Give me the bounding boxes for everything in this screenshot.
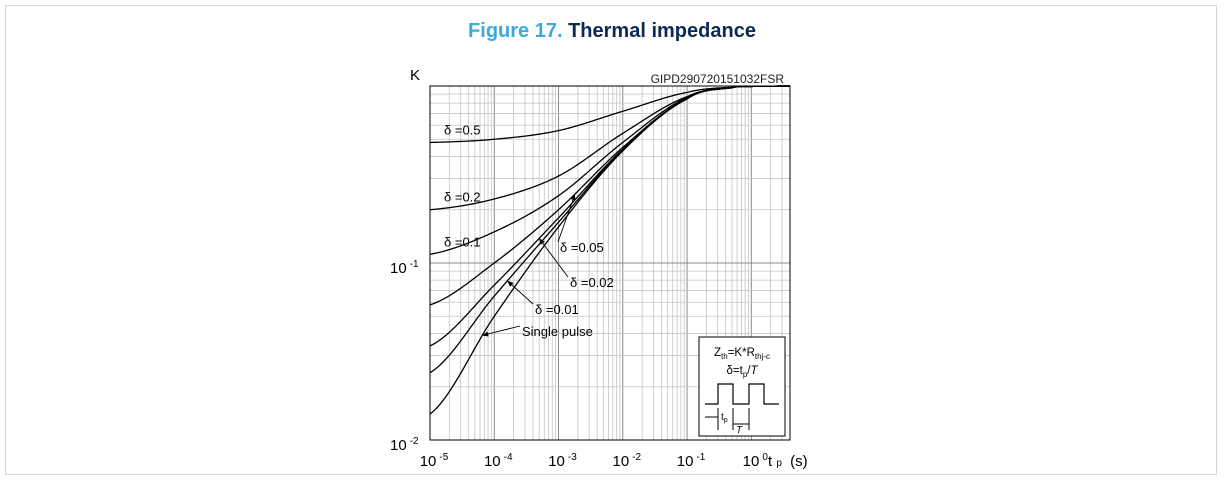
x-axis-label-sub: p	[776, 458, 782, 469]
pointer-arrowhead	[482, 331, 489, 337]
pointer-line	[482, 325, 521, 336]
y-tick-label: 10 -1	[390, 259, 419, 277]
x-axis-label-main: t	[768, 453, 773, 470]
series-label: δ =0.01	[535, 302, 579, 317]
x-tick-label: 10 -5	[420, 452, 449, 470]
grid-layer	[430, 86, 790, 440]
x-tick-label: 10 -3	[548, 452, 577, 470]
x-axis-label: t p (s)	[768, 453, 808, 470]
series-label: δ =0.1	[444, 234, 481, 249]
series-layer	[429, 85, 791, 415]
inset-duty-formula: δ=tp/T	[727, 365, 759, 379]
pointer-arrowhead	[539, 238, 545, 245]
figure-name: Thermal impedance	[568, 20, 756, 42]
plot-frame	[429, 85, 791, 441]
series-label: Single pulse	[522, 324, 593, 339]
inset-frame	[698, 336, 786, 437]
pointer-line	[557, 193, 576, 243]
x-tick-label: 10 0	[743, 452, 769, 470]
y-tick-label: 10 -2	[390, 436, 419, 454]
figure-number: Figure 17.	[468, 20, 563, 42]
pointer-line	[538, 238, 569, 278]
chart-code: GIPD290720151032FSR	[651, 72, 785, 86]
series-label: δ =0.2	[444, 190, 481, 205]
series-label: δ =0.02	[570, 275, 614, 290]
inset-box: Zth=K*Rthj-c δ=tp/T tp T	[698, 336, 786, 437]
x-tick-label: 10 -1	[677, 452, 706, 470]
series-line-6	[429, 85, 791, 415]
inset-tp-label: tp	[721, 412, 728, 424]
pointer-arrowhead	[507, 280, 514, 287]
x-tick-label: 10 -4	[484, 452, 513, 470]
figure-title: Figure 17. Thermal impedance	[0, 20, 1224, 43]
inset-pulse-train	[705, 383, 779, 405]
x-axis-label-unit: (s)	[790, 453, 808, 470]
series-label: δ =0.05	[560, 240, 604, 255]
pointer-arrowhead	[570, 194, 576, 201]
inset-period-label: T	[736, 425, 743, 436]
y-axis-label: K	[410, 67, 420, 84]
x-tick-label: 10 -2	[612, 452, 641, 470]
series-label: δ =0.5	[444, 122, 481, 137]
figure-frame	[5, 5, 1217, 475]
